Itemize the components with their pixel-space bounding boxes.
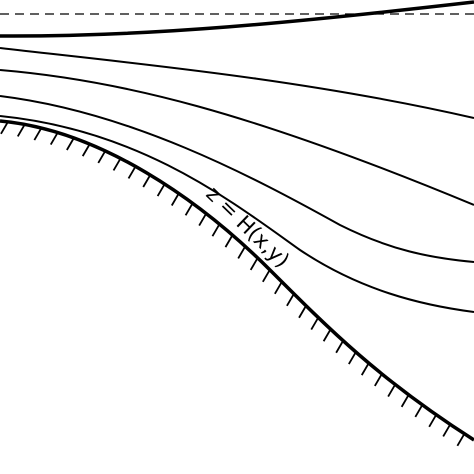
bottom-boundary — [0, 119, 474, 442]
hatch — [274, 281, 283, 295]
hatch — [374, 373, 383, 387]
hatch — [33, 127, 43, 141]
hatch — [322, 328, 332, 342]
hatch — [198, 213, 207, 227]
free-surface — [0, 0, 474, 38]
hatch — [156, 183, 166, 197]
hatch — [97, 150, 107, 164]
hatch — [348, 351, 357, 365]
hatch — [49, 132, 59, 146]
hatch — [184, 202, 194, 216]
bottom-hatching — [0, 121, 466, 447]
hatch — [170, 193, 180, 206]
hatch — [298, 305, 307, 319]
hatch — [0, 121, 9, 135]
layer-interface — [0, 69, 474, 206]
hatch — [428, 414, 437, 428]
hatch — [112, 157, 122, 171]
hatch — [224, 234, 234, 248]
hatch — [414, 404, 424, 418]
layer-interface — [0, 115, 474, 313]
hatch — [400, 394, 410, 408]
hatch — [249, 257, 259, 271]
hatch — [456, 433, 466, 447]
layer-interface — [0, 47, 474, 119]
hatch — [142, 174, 152, 188]
hatch — [442, 423, 451, 437]
hatch — [387, 384, 396, 397]
bottom-label: z = H(x,y) — [202, 182, 295, 273]
hatch — [286, 293, 295, 307]
hatch — [310, 317, 320, 331]
hatch — [66, 137, 75, 151]
hatch — [211, 223, 221, 237]
hatch — [81, 143, 91, 157]
hatch — [262, 269, 271, 283]
hatch — [335, 340, 344, 354]
hatch — [237, 245, 246, 259]
hatch — [360, 362, 370, 376]
hatch — [127, 166, 137, 179]
hatch — [16, 123, 26, 137]
layer-interface — [0, 95, 474, 263]
